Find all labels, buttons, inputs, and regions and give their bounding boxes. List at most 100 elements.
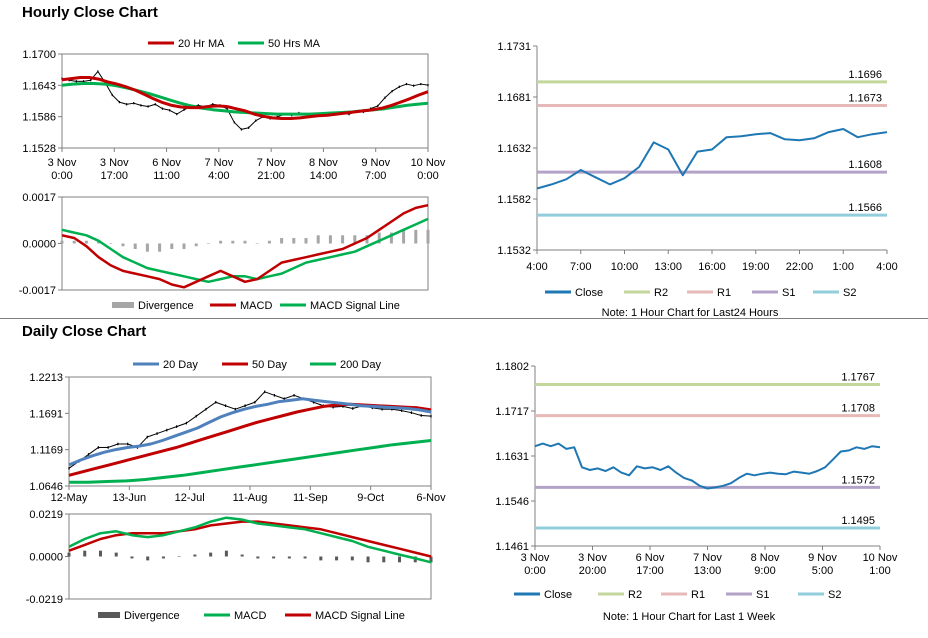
daily-levels-ytick-label: 1.1546 (495, 496, 529, 508)
daily-levels-legend-label: S2 (828, 589, 841, 601)
daily-price-series-200-day (69, 439, 432, 484)
hourly-price-price-link (384, 90, 393, 99)
daily-macd-divergence-bar (366, 556, 370, 563)
hourly-macd-divergence-bar (84, 240, 88, 244)
daily-price-xtick-label: 13-Jun (113, 492, 147, 504)
hourly-macd-legend-label: Divergence (138, 300, 194, 312)
hourly-macd-divergence-bar (267, 240, 271, 244)
hourly-levels-series-close (536, 128, 888, 190)
hourly-macd-divergence-bar (304, 238, 308, 244)
hourly-section-title: Hourly Close Chart (22, 4, 158, 21)
daily-macd-legend-label: MACD (234, 610, 266, 622)
daily-price-price-link (235, 405, 246, 410)
hourly-macd-divergence-bar (292, 238, 296, 244)
daily-levels-xtick-label: 3 Nov (521, 552, 550, 564)
daily-levels-xtick-label: 7 Nov (693, 552, 722, 564)
daily-price-xtick-label: 12-Jul (175, 492, 205, 504)
daily-levels-legend-label: S1 (756, 589, 769, 601)
daily-macd-divergence-bar (83, 550, 87, 557)
hourly-levels-level-label: 1.1673 (848, 92, 882, 104)
daily-levels-ytick-label: 1.1461 (495, 541, 529, 553)
hourly-price-xtick-label: 3 Nov (48, 157, 77, 169)
daily-macd-legend-label: MACD Signal Line (315, 610, 405, 622)
daily-price-price-link (284, 394, 295, 400)
hourly-macd-divergence-bar (121, 243, 125, 247)
hourly-price-price-link (155, 103, 163, 110)
daily-price-price-link (401, 410, 412, 414)
hourly-macd-divergence-bar (328, 235, 332, 244)
hourly-levels-xtick-label: 1:00 (833, 261, 854, 273)
hourly-levels-ytick-label: 1.1681 (497, 92, 531, 104)
daily-macd-divergence-bar (382, 556, 386, 563)
daily-macd-divergence-bar (67, 552, 71, 557)
daily-macd-divergence-bar (350, 556, 354, 561)
hourly-price-xtick-label: 14:00 (310, 170, 338, 182)
hourly-price-price-link (248, 120, 257, 129)
daily-macd-divergence-bar (287, 556, 291, 559)
hourly-macd-divergence-bar (389, 232, 393, 244)
daily-price-price-link (147, 433, 158, 438)
hourly-levels-xtick-label: 16:00 (698, 261, 726, 273)
daily-price-ytick-label: 1.1169 (30, 445, 63, 457)
daily-macd-ytick-label: -0.0219 (26, 594, 63, 606)
hourly-macd-legend-swatch (112, 302, 134, 308)
hourly-macd-divergence-bar (194, 243, 198, 247)
hourly-macd-divergence-bar (414, 229, 418, 244)
hourly-macd-divergence-bar (231, 240, 235, 244)
daily-levels-level-label: 1.1495 (841, 515, 875, 527)
daily-price-legend-label: 50 Day (252, 359, 287, 371)
daily-levels-level-label: 1.1708 (841, 403, 875, 415)
hourly-price-price-link (111, 94, 120, 103)
hourly-macd-series-macd-signal-line (61, 217, 429, 284)
daily-macd-divergence-bar (98, 550, 102, 557)
hourly-price-plot-border (61, 53, 429, 149)
daily-macd-divergence-bar (272, 556, 276, 559)
hourly-levels-note: Note: 1 Hour Chart for Last24 Hours (602, 307, 779, 319)
hourly-levels-level-label: 1.1696 (848, 69, 882, 81)
daily-levels-xtick-label: 13:00 (694, 565, 722, 577)
hourly-levels-level-label: 1.1566 (848, 202, 882, 214)
daily-macd-divergence-bar (256, 556, 260, 559)
daily-price-price-link (244, 401, 256, 407)
hourly-macd-legend-label: MACD (240, 300, 272, 312)
hourly-price-xtick-label: 21:00 (257, 170, 285, 182)
daily-macd-divergence-bar (319, 556, 323, 561)
hourly-macd-divergence-bar (426, 229, 430, 244)
daily-levels-legend-label: R2 (628, 589, 642, 601)
daily-levels-xtick-label: 1:00 (869, 565, 890, 577)
hourly-levels-xtick-label: 22:00 (786, 261, 814, 273)
daily-macd-divergence-bar (303, 556, 307, 559)
daily-macd-ytick-label: 0.0219 (29, 509, 63, 521)
hourly-macd-divergence-bar (365, 235, 369, 244)
hourly-macd-divergence-bar (377, 232, 381, 244)
daily-price-xtick-label: 9-Oct (357, 492, 384, 504)
daily-price-legend-label: 200 Day (340, 359, 381, 371)
hourly-price-price-link (126, 102, 134, 105)
daily-price-price-link (225, 405, 236, 410)
daily-levels-xtick-label: 10 Nov (863, 552, 898, 564)
daily-macd-legend-swatch (98, 612, 120, 618)
daily-levels-xtick-label: 5:00 (812, 565, 833, 577)
hourly-price-xtick-label: 0:00 (417, 170, 438, 182)
daily-levels-series-close (534, 442, 881, 490)
daily-levels-xtick-label: 0:00 (524, 565, 545, 577)
hourly-levels-level-label: 1.1608 (848, 159, 882, 171)
hourly-macd-divergence-bar (353, 235, 357, 244)
hourly-price-price-link (162, 108, 170, 111)
hourly-price-xtick-label: 17:00 (101, 170, 129, 182)
daily-macd-divergence-bar (335, 556, 339, 561)
hourly-macd-divergence-bar (243, 240, 247, 244)
hourly-macd-divergence-bar (206, 243, 210, 244)
hourly-macd-divergence-bar (145, 243, 149, 252)
daily-macd-plot-border (68, 513, 432, 600)
hourly-price-xtick-label: 7 Nov (204, 157, 233, 169)
daily-macd-ytick-label: 0.0000 (29, 552, 63, 564)
hourly-price-legend-label: 20 Hr MA (178, 38, 225, 50)
hourly-price-ytick-label: 1.1700 (22, 49, 56, 61)
hourly-levels-xtick-label: 19:00 (742, 261, 770, 273)
daily-price-price-link (421, 414, 432, 417)
daily-price-xtick-label: 11-Aug (233, 492, 268, 504)
hourly-macd-divergence-bar (182, 243, 186, 249)
hourly-price-price-link (377, 97, 386, 107)
